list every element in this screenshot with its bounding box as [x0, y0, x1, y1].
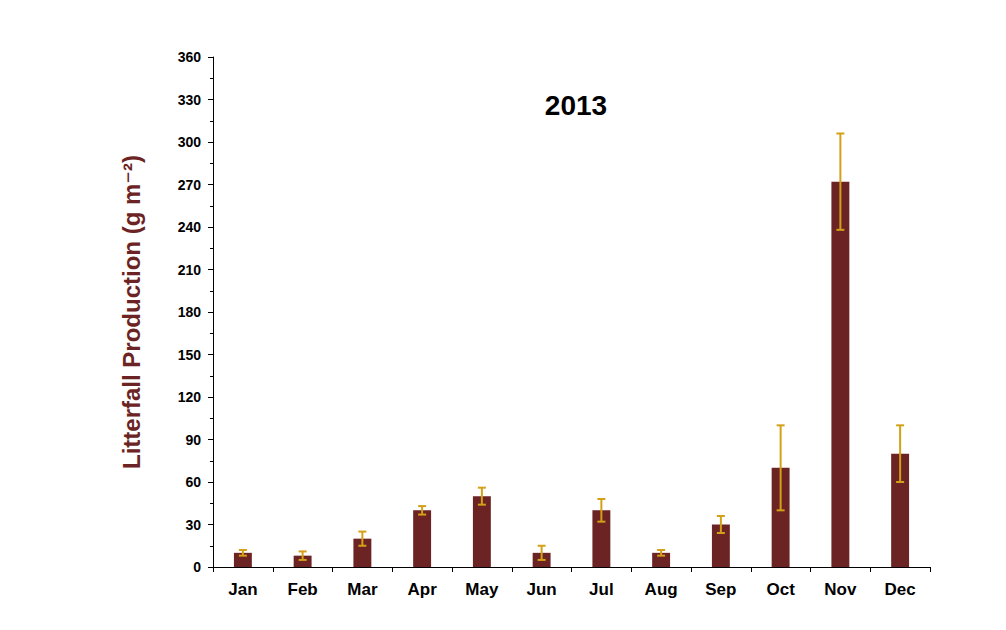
- svg-text:0: 0: [193, 559, 201, 575]
- svg-text:90: 90: [185, 432, 201, 448]
- svg-text:Litterfall Production (g m⁻²): Litterfall Production (g m⁻²): [118, 155, 145, 469]
- svg-text:Aug: Aug: [645, 580, 678, 599]
- svg-text:Oct: Oct: [766, 580, 795, 599]
- svg-text:Jun: Jun: [527, 580, 557, 599]
- svg-text:180: 180: [178, 304, 202, 320]
- svg-text:240: 240: [178, 219, 202, 235]
- svg-text:2013: 2013: [545, 90, 607, 121]
- svg-text:210: 210: [178, 262, 202, 278]
- svg-text:Nov: Nov: [824, 580, 857, 599]
- svg-text:Dec: Dec: [885, 580, 916, 599]
- svg-text:60: 60: [185, 474, 201, 490]
- svg-text:May: May: [465, 580, 499, 599]
- svg-text:300: 300: [178, 134, 202, 150]
- svg-text:Feb: Feb: [288, 580, 318, 599]
- svg-text:Mar: Mar: [347, 580, 378, 599]
- svg-text:Jul: Jul: [589, 580, 614, 599]
- svg-text:120: 120: [178, 389, 202, 405]
- svg-text:Sep: Sep: [705, 580, 736, 599]
- svg-text:270: 270: [178, 177, 202, 193]
- svg-text:360: 360: [178, 49, 202, 65]
- svg-text:330: 330: [178, 92, 202, 108]
- svg-text:Jan: Jan: [228, 580, 257, 599]
- svg-text:30: 30: [185, 517, 201, 533]
- svg-text:Apr: Apr: [407, 580, 437, 599]
- svg-text:150: 150: [178, 347, 202, 363]
